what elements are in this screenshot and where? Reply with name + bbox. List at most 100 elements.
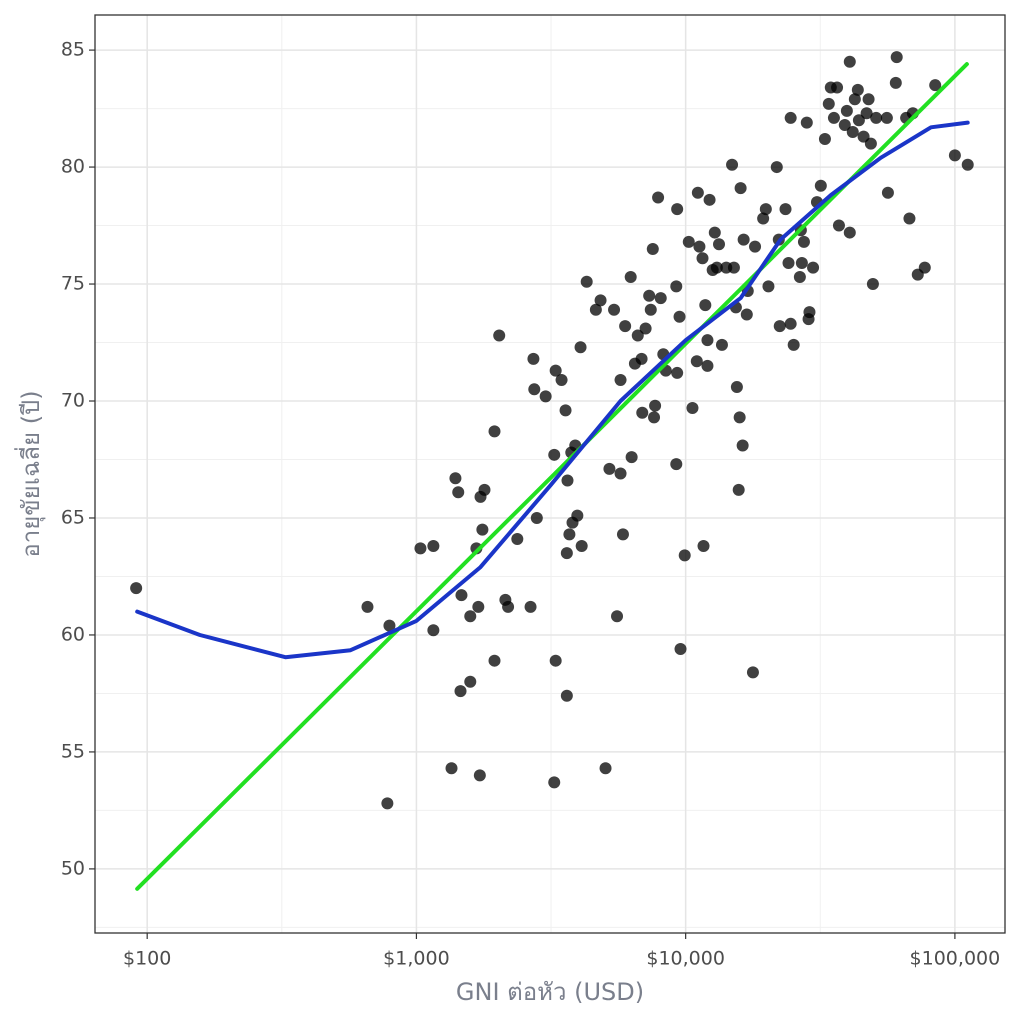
x-tick-label: $10,000 [646, 948, 725, 970]
data-point [580, 275, 593, 288]
data-point [454, 685, 467, 698]
data-point [464, 610, 477, 623]
data-point [383, 619, 396, 632]
data-point [488, 654, 501, 667]
data-point [701, 334, 714, 347]
data-point [862, 93, 875, 106]
data-point [727, 261, 740, 274]
data-point [130, 582, 143, 595]
data-point [803, 306, 816, 319]
data-point [838, 118, 851, 131]
data-point [488, 425, 501, 438]
data-point [639, 322, 652, 335]
data-point [770, 161, 783, 174]
data-point [793, 271, 806, 284]
data-point [589, 303, 602, 316]
data-point [699, 299, 712, 312]
data-point [686, 402, 699, 415]
data-point [732, 483, 745, 496]
fit-line [135, 120, 970, 660]
data-point [455, 589, 468, 602]
data-point [918, 261, 931, 274]
data-point [831, 81, 844, 94]
data-point [670, 280, 683, 293]
data-point [574, 341, 587, 354]
data-point [740, 308, 753, 321]
data-point [611, 610, 624, 623]
data-point [549, 364, 562, 377]
data-point [703, 193, 716, 206]
data-point [671, 203, 684, 216]
data-point [631, 329, 644, 342]
data-point [734, 182, 747, 195]
y-tick-label: 75 [61, 273, 85, 295]
data-point [682, 235, 695, 248]
data-point [643, 289, 656, 302]
data-point [548, 448, 561, 461]
data-point [670, 458, 683, 471]
x-tick-label: $100,000 [910, 948, 1001, 970]
data-point [381, 797, 394, 810]
data-point [464, 675, 477, 688]
data-point [646, 242, 659, 255]
data-point [614, 467, 627, 480]
data-point [889, 76, 902, 89]
data-point [654, 292, 667, 305]
data-point [851, 83, 864, 96]
fit-line [135, 62, 969, 891]
data-point [779, 203, 792, 216]
data-point [832, 219, 845, 232]
data-point [555, 373, 568, 386]
data-point [860, 107, 873, 120]
data-point [599, 762, 612, 775]
data-point [746, 666, 759, 679]
data-point [929, 79, 942, 92]
data-point [473, 769, 486, 782]
data-point [733, 411, 746, 424]
data-point [814, 179, 827, 192]
data-point [846, 125, 859, 138]
data-point [708, 226, 721, 239]
data-point [822, 97, 835, 110]
data-point [528, 383, 541, 396]
data-point [625, 451, 638, 464]
data-point [527, 352, 540, 365]
data-point [795, 256, 808, 269]
data-point [800, 116, 813, 129]
data-point [784, 317, 797, 330]
data-point [624, 271, 637, 284]
data-point [361, 600, 374, 613]
data-point [652, 191, 665, 204]
data-point [502, 600, 515, 613]
data-point [619, 320, 632, 333]
data-point [866, 278, 879, 291]
data-point [903, 212, 916, 225]
data-point [671, 366, 684, 379]
y-axis-title: อายุขัยเฉลี่ย (ปี) [14, 390, 46, 557]
data-point [736, 439, 749, 452]
data-point [840, 104, 853, 117]
data-point [511, 533, 524, 546]
data-point [693, 240, 706, 253]
data-point [575, 540, 588, 553]
y-tick-label: 50 [61, 857, 85, 879]
data-point [852, 114, 865, 127]
data-point [548, 776, 561, 789]
y-tick-label: 65 [61, 506, 85, 528]
data-point [843, 226, 856, 239]
data-point [762, 280, 775, 293]
data-point [560, 547, 573, 560]
data-point [493, 329, 506, 342]
data-point [848, 93, 861, 106]
data-point [749, 240, 762, 253]
data-point [864, 137, 877, 150]
data-point [649, 399, 662, 412]
data-point [539, 390, 552, 403]
data-point [549, 654, 562, 667]
data-point [782, 256, 795, 269]
data-point [674, 642, 687, 655]
data-point [807, 261, 820, 274]
data-point [449, 472, 462, 485]
data-point [635, 352, 648, 365]
